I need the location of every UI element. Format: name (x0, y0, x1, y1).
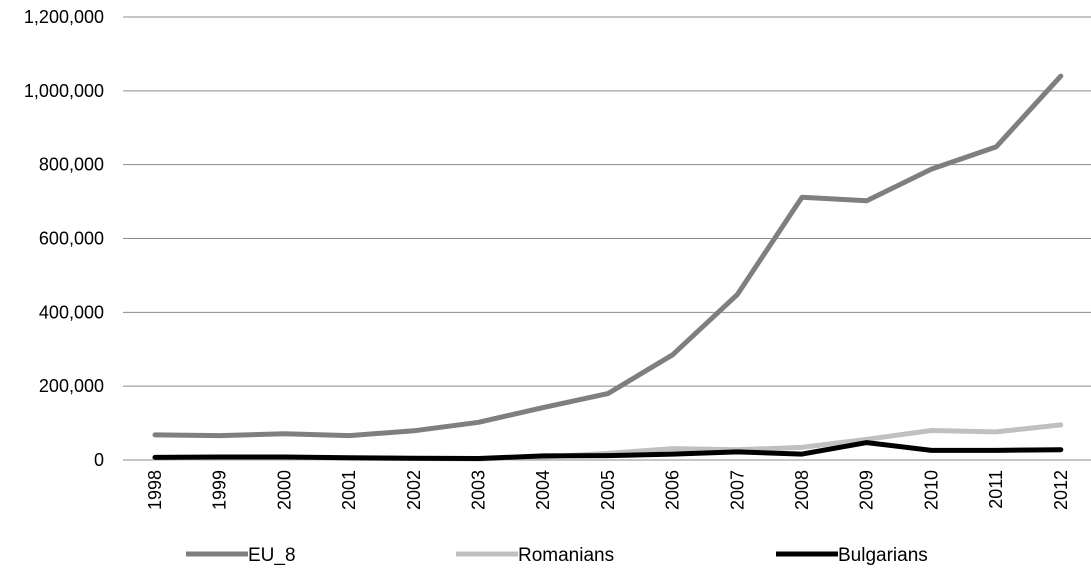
y-tick-label: 1,000,000 (24, 81, 104, 101)
legend-label: Romanians (518, 545, 614, 566)
x-tick-label: 2012 (1051, 470, 1071, 510)
x-tick-label: 1998 (145, 470, 165, 510)
series-line-eu-8 (152, 73, 1064, 439)
gridlines (123, 16, 1091, 461)
x-tick-label: 2009 (857, 470, 877, 510)
series-line-bulgarians (152, 440, 1064, 461)
legend-label: EU_8 (248, 545, 296, 566)
x-tick-label: 2002 (404, 470, 424, 510)
y-tick-label: 0 (94, 450, 104, 470)
y-tick-label: 800,000 (39, 155, 104, 175)
x-axis-ticks: 1998 1999 2000 2001 2002 2003 2004 2005 2006 2007… (145, 470, 1071, 510)
y-tick-label: 1,200,000 (24, 7, 104, 27)
y-tick-label: 200,000 (39, 376, 104, 396)
x-tick-label: 2004 (533, 470, 553, 510)
x-tick-label: 1999 (210, 470, 230, 510)
y-tick-label: 600,000 (39, 229, 104, 249)
x-tick-label: 2011 (986, 470, 1006, 509)
x-tick-label: 2007 (727, 470, 747, 510)
series-lines (152, 73, 1064, 462)
x-tick-label: 2006 (663, 470, 683, 510)
x-tick-label: 2001 (339, 470, 359, 510)
x-tick-label: 2003 (469, 470, 489, 510)
x-tick-label: 2008 (792, 470, 812, 510)
x-tick-label: 2000 (274, 470, 294, 510)
y-axis-ticks: 0 200,000 400,000 600,000 800,000 1,000,000 1,… (24, 7, 104, 470)
y-tick-label: 400,000 (39, 302, 104, 322)
legend-label: Bulgarians (838, 545, 928, 566)
x-tick-label: 2010 (921, 470, 941, 510)
legend: EU_8 Romanians Bulgarians (186, 545, 928, 566)
x-tick-label: 2005 (598, 470, 618, 510)
